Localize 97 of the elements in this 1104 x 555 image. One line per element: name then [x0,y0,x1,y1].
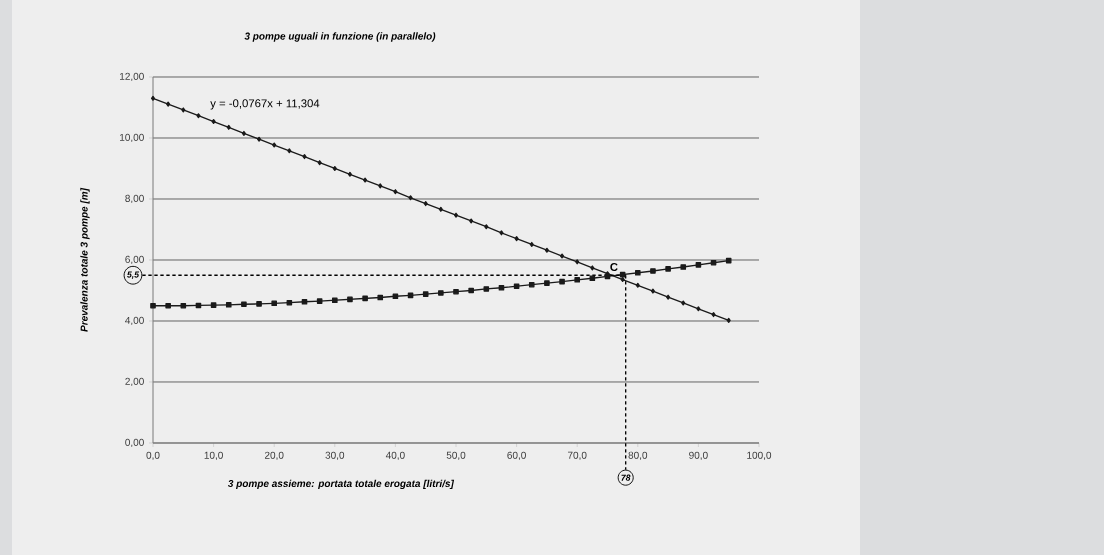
point [332,297,338,304]
point [165,302,171,309]
x-tick-label: 20,0 [264,451,284,460]
point [316,298,323,304]
point [150,302,156,309]
point [498,284,505,291]
point [529,241,534,247]
point [180,302,187,309]
point [590,265,595,271]
ref-line-label: 5,5 [127,271,140,279]
y-axis-title: Prevalenza totale 3 pompe [m] [80,187,90,332]
point [650,288,656,294]
point [393,189,398,195]
point [574,277,581,283]
point [696,306,701,312]
point [422,291,429,297]
point [166,101,171,107]
y-tick-label: 6,00 [125,255,144,265]
point [378,183,383,189]
point [196,113,201,119]
point [287,148,292,154]
ref-line-label: 78 [621,474,631,481]
x-tick-label: 40,0 [385,451,405,460]
point [256,301,262,307]
point [423,201,428,207]
point [225,302,232,308]
point [513,283,520,290]
point [666,294,671,300]
y-tick-label: 4,00 [125,316,144,326]
point [665,266,671,272]
point [483,286,490,292]
x-axis-title: 3 pompe assieme: portata totale erogata [litri/s] [227,479,455,490]
point [347,296,353,303]
point [438,290,444,296]
point [575,259,580,265]
point [453,212,459,218]
point [711,312,716,318]
point [363,177,368,183]
y-tick-label: 10,00 [120,133,144,143]
x-tick-label: 60,0 [507,451,526,460]
point [392,293,399,300]
point [544,247,549,253]
point [635,282,640,288]
x-tick-label: 30,0 [325,451,345,460]
point [241,130,246,136]
point [332,165,337,172]
point [226,124,231,130]
point [272,142,277,148]
point [469,218,474,224]
y-tick-label: 8,00 [125,194,144,204]
point [453,288,459,295]
x-tick-label: 100,0 [747,451,772,460]
point [635,269,641,276]
x-tick-label: 10,0 [204,451,223,460]
point [317,160,322,166]
point [680,264,687,270]
point [710,259,717,266]
point [210,302,217,308]
x-tick-label: 90,0 [689,451,708,460]
point [544,280,550,286]
x-tick-label: 70,0 [567,451,587,460]
point [620,276,625,283]
annotation: C [610,262,618,271]
chart-title: 3 pompe uguali in funzione (in parallelo) [244,32,436,42]
point [725,257,732,264]
x-tick-label: 80,0 [628,451,648,460]
y-tick-label: 12,00 [120,72,144,82]
point [650,268,656,274]
point [377,294,384,301]
point [150,95,156,101]
point [408,195,413,201]
point [726,317,731,323]
point [589,275,596,282]
y-tick-label: 0,00 [125,438,144,448]
point [528,281,535,288]
point [468,287,474,294]
annotation: y = -0,0767x + 11,304 [210,99,320,110]
point [301,298,308,305]
point [256,136,262,142]
point [681,300,686,306]
point [347,171,353,177]
x-tick-label: 50,0 [446,451,466,460]
point [271,300,278,307]
point [362,295,368,302]
point [302,154,307,160]
point [514,236,519,242]
point [559,278,565,285]
point [211,118,216,125]
point [499,230,504,236]
point [559,253,565,259]
point [484,224,489,230]
point [241,301,247,308]
point [181,107,186,113]
point [695,262,702,268]
y-tick-label: 2,00 [125,377,144,387]
point [438,206,443,212]
x-tick-label: 0,0 [146,451,160,460]
